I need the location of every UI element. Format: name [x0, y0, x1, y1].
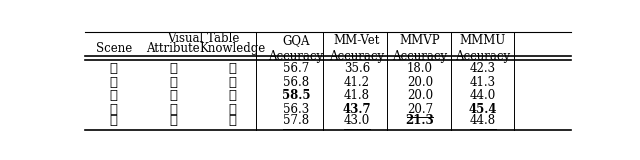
Text: ✓: ✓	[109, 89, 118, 102]
Text: Scene: Scene	[95, 42, 132, 55]
Text: MM-Vet
Accuracy: MM-Vet Accuracy	[329, 34, 385, 63]
Text: 56.3: 56.3	[283, 103, 309, 116]
Text: 44.0: 44.0	[470, 89, 496, 102]
Text: ✗: ✗	[169, 103, 177, 116]
Text: ✓: ✓	[109, 103, 118, 116]
Text: Visual Table: Visual Table	[167, 32, 239, 45]
Text: 44.8: 44.8	[470, 114, 496, 127]
Text: GQA
Accuracy: GQA Accuracy	[268, 34, 323, 63]
Text: 56.7: 56.7	[283, 62, 309, 75]
Text: ✗: ✗	[228, 89, 237, 102]
Text: ✗: ✗	[109, 62, 118, 75]
Text: ✓: ✓	[228, 114, 237, 127]
Text: Attribute: Attribute	[147, 42, 200, 55]
Text: MMMU
Accuracy: MMMU Accuracy	[455, 34, 510, 63]
Text: 45.4: 45.4	[468, 103, 497, 116]
Text: 21.3: 21.3	[405, 114, 434, 127]
Text: 20.0: 20.0	[406, 76, 433, 88]
Text: 20.0: 20.0	[406, 89, 433, 102]
Text: 43.0: 43.0	[344, 114, 370, 127]
Text: 57.8: 57.8	[283, 114, 309, 127]
Text: ✓: ✓	[169, 89, 177, 102]
Text: 42.3: 42.3	[470, 62, 496, 75]
Text: 18.0: 18.0	[407, 62, 433, 75]
Text: ✗: ✗	[228, 62, 237, 75]
Text: ✗: ✗	[169, 62, 177, 75]
Text: 56.8: 56.8	[283, 76, 309, 88]
Text: ✓: ✓	[109, 114, 118, 127]
Text: Knowledge: Knowledge	[200, 42, 266, 55]
Text: 43.7: 43.7	[342, 103, 371, 116]
Text: 20.7: 20.7	[406, 103, 433, 116]
Text: ✓: ✓	[228, 103, 237, 116]
Text: ✓: ✓	[109, 76, 118, 88]
Text: MMVP
Accuracy: MMVP Accuracy	[392, 34, 447, 63]
Text: 41.8: 41.8	[344, 89, 370, 102]
Text: 58.5: 58.5	[282, 89, 310, 102]
Text: 35.6: 35.6	[344, 62, 370, 75]
Text: 41.2: 41.2	[344, 76, 370, 88]
Text: ✓: ✓	[169, 114, 177, 127]
Text: ✗: ✗	[169, 76, 177, 88]
Text: 41.3: 41.3	[470, 76, 496, 88]
Text: ✗: ✗	[228, 76, 237, 88]
